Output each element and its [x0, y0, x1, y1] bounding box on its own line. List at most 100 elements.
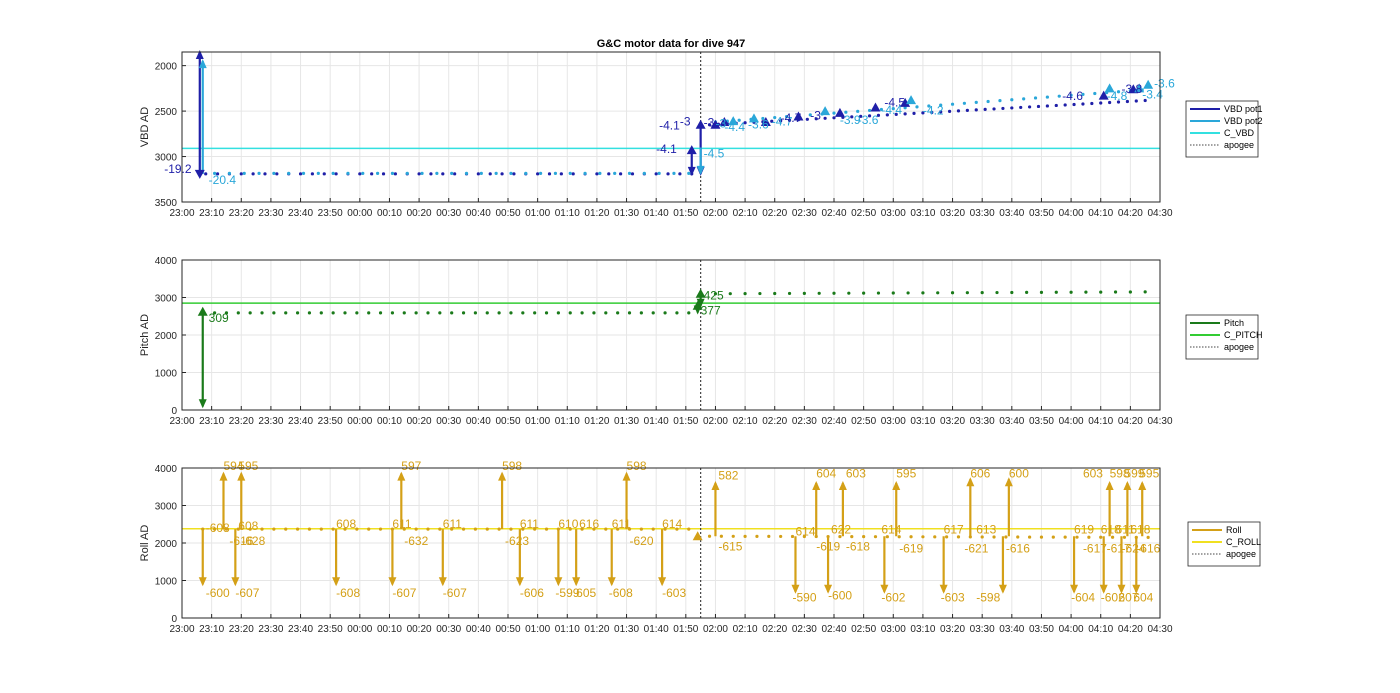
- panel3-data-label: 599: [1124, 466, 1144, 480]
- panel3-series-point: [707, 534, 712, 538]
- panel3-series-point: [616, 527, 620, 531]
- panel2-x-tick-label: 01:40: [644, 416, 669, 427]
- panel3-data-label: 598: [1110, 466, 1130, 480]
- panel1-series-point: [322, 172, 326, 176]
- panel3-x-tick-label: 23:50: [318, 624, 343, 635]
- panel2-series-point: [343, 311, 347, 315]
- panel1-series-point: [814, 117, 818, 121]
- panel2-series-point: [284, 311, 288, 315]
- panel1-series-point: [1001, 106, 1005, 111]
- panel1-series-point: [859, 114, 863, 118]
- panel3-series-point: [580, 527, 584, 531]
- panel1-series-point: [876, 113, 881, 117]
- panel3-data-label: -616: [229, 534, 253, 548]
- panel3-data-label: 618: [1101, 523, 1121, 537]
- panel2-x-tick-label: 02:40: [821, 416, 846, 427]
- panel1-series-point: [420, 171, 424, 175]
- panel1-series-point: [215, 172, 220, 176]
- panel1-series-point: [405, 171, 409, 175]
- panel1-series-point: [998, 99, 1002, 103]
- panel1-x-tick-label: 04:20: [1118, 208, 1143, 219]
- panel3-data-label: 614: [881, 523, 901, 537]
- panel2-x-tick-label: 01:20: [584, 416, 609, 427]
- panel3-series-point: [1099, 535, 1103, 539]
- panel2-x-tick-label: 00:10: [377, 416, 402, 427]
- panel1-data-label: -3.6: [1154, 76, 1175, 90]
- panel2-data-label: 309: [209, 311, 229, 325]
- panel1-data-label: -4.6: [1062, 89, 1083, 103]
- panel1-series-point: [607, 172, 611, 176]
- panel1-series-point: [464, 171, 469, 175]
- panel1-x-tick-label: 23:20: [229, 208, 254, 219]
- panel1-data-label: -3: [810, 108, 821, 122]
- panel2-series-point: [604, 311, 608, 315]
- panel1-series-point: [773, 115, 777, 120]
- panel1-data-label: -4.4: [724, 120, 745, 134]
- panel1-data-label: -3.4: [1142, 87, 1163, 101]
- panel1-x-tick-label: 01:30: [614, 208, 639, 219]
- panel2-x-tick-label: 02:50: [851, 416, 876, 427]
- panel1-series-point: [1010, 106, 1014, 110]
- panel2-series-point: [1054, 290, 1058, 294]
- panel3-series-point: [213, 527, 217, 531]
- panel3-data-label: -607: [443, 586, 467, 600]
- panel3-series-point: [675, 527, 679, 531]
- panel3-series-point: [885, 535, 889, 539]
- panel1-data-label: -3: [704, 116, 715, 130]
- panel2-series-point: [307, 311, 312, 315]
- panel1-series-point: [891, 107, 895, 111]
- panel1-x-tick-label: 23:00: [169, 208, 194, 219]
- panel3-y-tick-label: 1000: [155, 577, 178, 588]
- panel1-series-point: [915, 105, 919, 109]
- panel2-x-tick-label: 02:00: [703, 416, 728, 427]
- panel3-data-label: 604: [816, 466, 836, 480]
- panel3-data-label: -598: [976, 591, 1000, 605]
- panel3-x-tick-label: 02:20: [762, 624, 787, 635]
- panel1-x-tick-label: 00:10: [377, 208, 402, 219]
- panel2-series-point: [758, 291, 762, 296]
- panel3-x-tick-label: 04:30: [1147, 624, 1172, 635]
- panel3-data-label: -608: [336, 586, 360, 600]
- panel3-series-point: [497, 527, 501, 531]
- panel3-spike-arrowhead: [219, 471, 228, 481]
- panel3-spike-arrowhead: [1105, 481, 1114, 490]
- panel1-triangle-marker: [870, 102, 881, 112]
- panel3-legend-label: C_ROLL: [1226, 537, 1261, 547]
- panel3-data-label: -619: [899, 541, 923, 555]
- panel3-series-point: [1110, 535, 1115, 539]
- panel2-series-point: [627, 311, 632, 315]
- panel1-x-tick-label: 23:10: [199, 208, 224, 219]
- panel2-x-tick-label: 04:10: [1088, 416, 1113, 427]
- panel3-spike-arrowhead: [998, 584, 1007, 594]
- panel1-x-tick-label: 00:50: [495, 208, 520, 219]
- panel2-x-tick-label: 00:20: [407, 416, 432, 427]
- panel1-series-point: [1022, 97, 1026, 101]
- panel3-spike-arrowhead: [237, 471, 246, 481]
- panel1-x-tick-label: 02:50: [851, 208, 876, 219]
- panel2-series-point: [950, 291, 955, 295]
- panel1-series-point: [204, 172, 208, 176]
- panel1-triangle-marker: [686, 145, 697, 155]
- panel1-series-point: [1081, 92, 1085, 96]
- panel3-data-label: -624: [1121, 541, 1145, 555]
- panel3-series-point: [897, 535, 901, 539]
- panel3-series-point: [604, 527, 608, 531]
- panel3-series-point: [992, 535, 996, 539]
- panel3-series-point: [755, 534, 759, 538]
- panel3-x-tick-label: 00:00: [347, 624, 372, 635]
- panel1-series-point: [1143, 98, 1147, 103]
- panel1-series-point: [494, 171, 498, 175]
- panel2-series-point: [568, 311, 572, 315]
- panel2-series-point: [817, 291, 821, 295]
- panel1-triangle-marker: [760, 117, 771, 126]
- panel3-series-point: [284, 527, 288, 531]
- panel3-x-tick-label: 04:10: [1088, 624, 1113, 635]
- panel1-spike-arrowhead: [195, 50, 204, 59]
- panel1-series-point: [1045, 104, 1049, 108]
- panel1-series-point: [213, 171, 217, 175]
- panel2-data-label: 377: [701, 303, 721, 317]
- panel2-series-point: [980, 291, 984, 295]
- panel2-series-point: [906, 291, 910, 295]
- panel2-y-tick-label: 3000: [155, 294, 178, 305]
- panel3-spike-arrowhead: [658, 577, 667, 587]
